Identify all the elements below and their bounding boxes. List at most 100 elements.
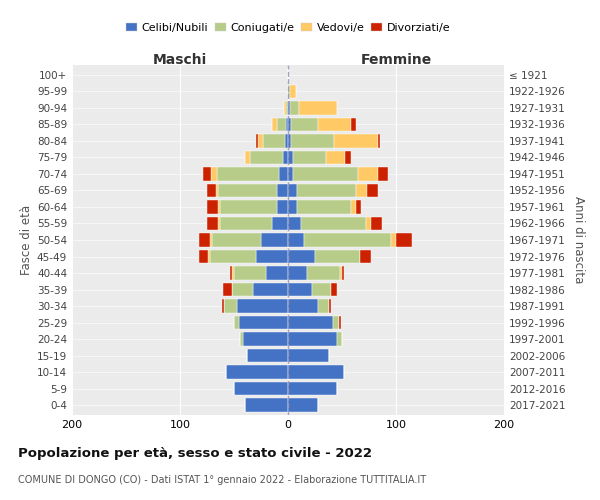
Y-axis label: Anni di nascita: Anni di nascita [572,196,585,284]
Bar [217,167,280,180]
Bar [301,216,366,230]
Bar [288,167,293,180]
Bar [288,300,318,313]
Bar [272,216,288,230]
Bar [290,101,299,114]
Bar [371,216,382,230]
Bar [288,382,337,396]
Bar [291,134,334,147]
Bar [215,184,218,197]
Bar [288,316,334,330]
Bar [210,250,256,264]
Bar [232,266,234,280]
Bar [230,266,232,280]
Bar [232,283,253,296]
Bar [288,150,293,164]
Bar [284,101,286,114]
Bar [288,283,312,296]
Bar [277,118,286,131]
Legend: Celibi/Nubili, Coniugati/e, Vedovi/e, Divorziati/e: Celibi/Nubili, Coniugati/e, Vedovi/e, Di… [121,18,455,37]
Bar [224,300,237,313]
Bar [256,134,258,147]
Bar [288,349,329,362]
Bar [377,167,388,180]
Bar [288,118,291,131]
Bar [218,200,220,214]
Bar [315,250,361,264]
Bar [356,184,367,197]
Bar [367,184,377,197]
Text: Femmine: Femmine [361,52,431,66]
Bar [266,266,288,280]
Bar [377,134,380,147]
Bar [245,150,250,164]
Bar [223,283,232,296]
Bar [350,200,356,214]
Bar [212,233,261,247]
Bar [296,184,356,197]
Bar [288,332,337,346]
Bar [334,134,377,147]
Bar [358,167,377,180]
Bar [331,283,337,296]
Bar [234,382,288,396]
Bar [288,200,296,214]
Bar [218,216,220,230]
Bar [286,101,288,114]
Bar [318,118,350,131]
Bar [237,300,288,313]
Bar [340,266,342,280]
Bar [288,250,315,264]
Bar [318,300,329,313]
Bar [361,250,371,264]
Bar [218,184,277,197]
Bar [250,150,283,164]
Bar [350,118,356,131]
Bar [203,167,211,180]
Bar [296,200,350,214]
Bar [345,150,350,164]
Bar [291,118,318,131]
Bar [288,101,290,114]
Bar [199,250,208,264]
Bar [199,233,210,247]
Bar [342,266,344,280]
Bar [234,266,266,280]
Bar [207,200,218,214]
Bar [288,134,291,147]
Bar [391,233,396,247]
Bar [258,134,263,147]
Bar [339,316,341,330]
Bar [288,233,304,247]
Bar [210,233,212,247]
Bar [288,266,307,280]
Bar [283,150,288,164]
Bar [288,366,344,379]
Bar [286,118,288,131]
Bar [207,184,215,197]
Bar [263,134,285,147]
Bar [247,349,288,362]
Bar [329,300,331,313]
Bar [326,150,345,164]
Bar [288,216,301,230]
Bar [277,184,288,197]
Bar [234,316,239,330]
Bar [285,134,288,147]
Bar [288,84,290,98]
Bar [277,200,288,214]
Bar [239,316,288,330]
Bar [242,332,288,346]
Bar [293,150,326,164]
Bar [208,250,210,264]
Bar [245,398,288,412]
Bar [290,84,296,98]
Bar [307,266,340,280]
Bar [226,366,288,379]
Bar [312,283,331,296]
Bar [241,332,242,346]
Bar [299,101,337,114]
Bar [272,118,277,131]
Bar [220,200,277,214]
Bar [366,216,371,230]
